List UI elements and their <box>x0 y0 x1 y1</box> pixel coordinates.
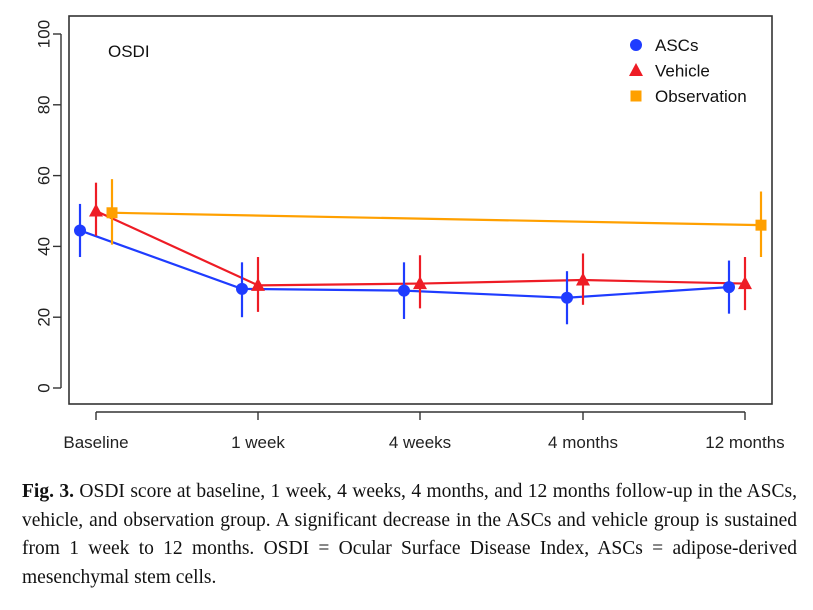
y-tick-label: 60 <box>34 166 53 185</box>
x-tick-label: 4 weeks <box>389 433 451 452</box>
plot-panel-label: OSDI <box>108 42 150 61</box>
data-point <box>723 281 735 294</box>
figure-caption: Fig. 3. OSDI score at baseline, 1 week, … <box>22 478 797 592</box>
data-point <box>89 203 103 217</box>
y-tick-label: 40 <box>34 237 53 256</box>
x-tick-label: 4 months <box>548 433 618 452</box>
legend-marker <box>629 63 643 76</box>
caption-label: Fig. 3. <box>22 481 74 502</box>
series-group <box>106 179 767 258</box>
data-point <box>576 272 590 286</box>
data-point <box>561 291 573 304</box>
data-point <box>74 224 86 237</box>
y-tick-label: 80 <box>34 95 53 114</box>
data-point <box>413 276 427 290</box>
data-point <box>106 207 118 219</box>
y-axis: 0 20 40 60 80 100 <box>34 20 62 393</box>
x-tick-label: 1 week <box>231 433 285 452</box>
data-point <box>398 284 410 297</box>
legend-label: Vehicle <box>655 62 710 81</box>
data-point <box>738 276 752 290</box>
series-group <box>89 182 752 312</box>
legend-label: ASCs <box>655 36 698 55</box>
x-axis: Baseline 1 week 4 weeks 4 months 12 months <box>63 411 785 452</box>
series-layer <box>74 179 767 325</box>
series-group <box>74 203 735 325</box>
x-tick-label: Baseline <box>63 433 128 452</box>
data-point <box>251 277 265 291</box>
osdi-chart: OSDI 0 20 40 60 80 100 Baseline 1 week 4 weeks 4… <box>34 15 785 452</box>
legend-marker <box>630 90 642 102</box>
y-tick-label: 0 <box>34 383 53 392</box>
y-tick-label: 100 <box>34 20 53 48</box>
y-tick-label: 20 <box>34 308 53 327</box>
data-point <box>236 282 248 295</box>
series-line <box>111 211 762 227</box>
caption-text: OSDI score at baseline, 1 week, 4 weeks,… <box>22 481 797 588</box>
legend-label: Observation <box>655 87 747 106</box>
legend: ASCs Vehicle Observation <box>629 36 747 106</box>
data-point <box>755 219 767 231</box>
legend-marker <box>630 39 642 51</box>
plot-frame <box>68 15 773 405</box>
x-tick-label: 12 months <box>705 433 784 452</box>
